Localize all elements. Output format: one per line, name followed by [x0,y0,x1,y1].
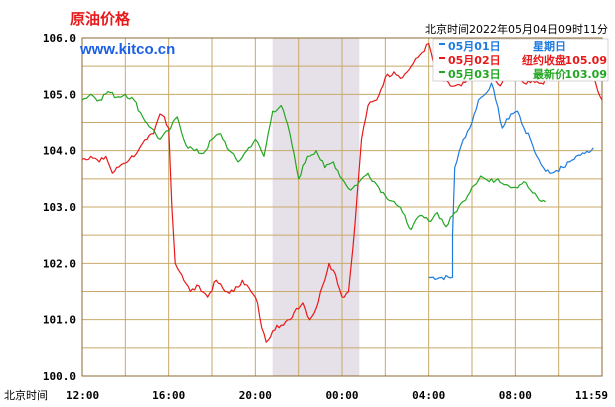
legend-date-green: 05月03日 [448,68,501,81]
legend: 05月01日 星期日 05月02日 纽约收盘 105.09 05月03日 最新价… [432,38,609,82]
y-tick-label: 103.0 [43,201,76,214]
watermark-url: www.kitco.cn [79,41,175,58]
legend-value-green: 103.09 [565,68,607,81]
x-tick-label: 20:00 [239,389,272,402]
y-tick-label: 101.0 [43,314,76,327]
gridlines [81,37,603,377]
legend-marker-red [439,57,445,59]
x-tick-labels: 12:00 16:00 20:00 00:00 04:00 08:00 11:59 [66,389,608,402]
x-axis-label: 北京时间 [4,388,48,402]
x-tick-label: 12:00 [66,389,99,402]
plot-frame [81,37,603,377]
legend-entry-blue: 05月01日 星期日 [439,39,566,53]
x-tick-label: 16:00 [152,389,185,402]
legend-date-red: 05月02日 [448,54,501,67]
timestamp: 北京时间2022年05月04日09时11分 [425,22,608,36]
legend-date-blue: 05月01日 [448,40,501,53]
legend-entry-green: 05月03日 最新价 103.09 [439,67,607,81]
y-tick-labels: 100.0 101.0 102.0 103.0 104.0 105.0 106.0 [43,32,76,383]
legend-marker-green [439,71,445,73]
chart-title: 原油价格 [70,10,131,28]
y-tick-label: 106.0 [43,32,76,45]
legend-entry-red: 05月02日 纽约收盘 105.09 [439,53,607,67]
series-line-05月01日 [428,82,594,281]
legend-marker-blue [439,43,445,45]
legend-box [432,38,609,82]
y-tick-label: 102.0 [43,257,76,270]
x-tick-label: 11:59 [575,389,608,402]
x-tick-label: 00:00 [325,389,358,402]
series-line-05月03日 [81,90,547,231]
legend-desc-blue: 星期日 [533,39,566,53]
legend-desc-green: 最新价 [533,67,567,81]
y-tick-label: 104.0 [43,145,76,158]
y-tick-label: 105.0 [43,88,76,101]
legend-value-red: 105.09 [565,54,607,67]
x-tick-label: 08:00 [499,389,532,402]
y-tick-label: 100.0 [43,370,76,383]
x-tick-label: 04:00 [412,389,445,402]
legend-desc-red: 纽约收盘 [522,53,566,67]
